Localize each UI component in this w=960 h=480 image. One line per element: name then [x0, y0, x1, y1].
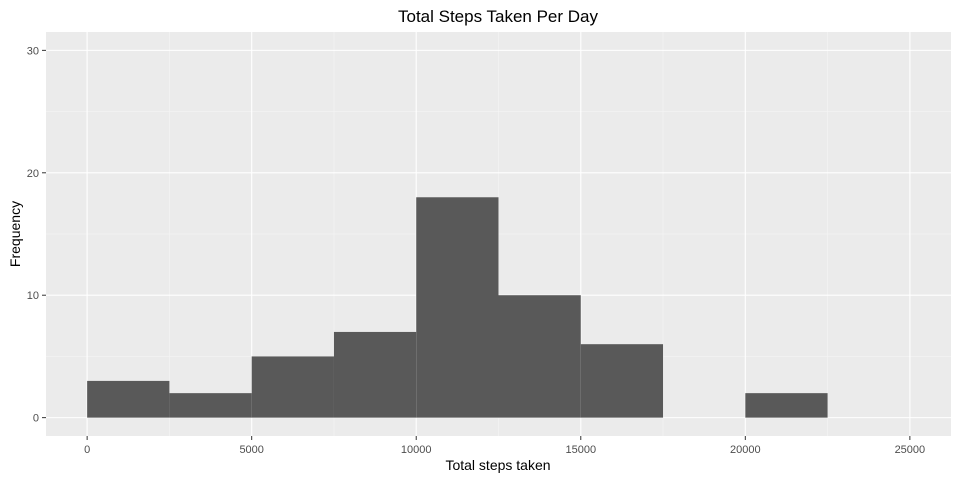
x-axis-ticks: 0 5000 10000 15000 20000 25000 — [84, 436, 925, 456]
x-tick-label: 0 — [84, 444, 90, 456]
x-tick-label: 10000 — [401, 444, 432, 456]
histogram-bar — [87, 380, 170, 418]
y-tick-label: 30 — [27, 45, 39, 57]
x-axis-title: Total steps taken — [445, 457, 550, 473]
x-tick-label: 15000 — [565, 444, 596, 456]
histogram-bar — [498, 295, 581, 418]
chart-title: Total Steps Taken Per Day — [398, 7, 599, 26]
histogram-bar — [169, 393, 252, 418]
histogram-bar — [580, 344, 664, 418]
y-tick-label: 0 — [33, 413, 39, 425]
histogram-bar — [416, 197, 499, 418]
histogram-bars — [87, 197, 828, 418]
x-tick-label: 25000 — [895, 444, 926, 456]
histogram-bar — [251, 356, 334, 418]
histogram-bar — [333, 331, 417, 418]
histogram-bar — [745, 393, 828, 418]
y-axis-title: Frequency — [7, 201, 23, 267]
y-tick-label: 10 — [27, 290, 39, 302]
y-tick-label: 20 — [27, 168, 39, 180]
x-tick-label: 5000 — [239, 444, 263, 456]
y-axis-ticks: 0 10 20 30 — [27, 45, 46, 425]
x-tick-label: 20000 — [730, 444, 761, 456]
